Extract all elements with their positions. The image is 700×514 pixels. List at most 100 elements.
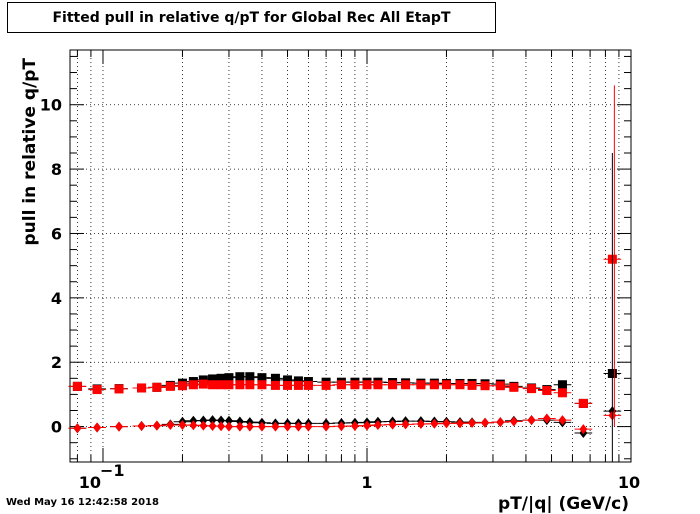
data-point-diamond xyxy=(468,418,477,429)
data-point-diamond xyxy=(189,420,198,431)
data-point-square xyxy=(509,382,519,392)
data-point-diamond xyxy=(73,423,82,434)
data-point-diamond xyxy=(235,421,244,432)
data-point-square xyxy=(224,380,234,390)
data-point-square xyxy=(257,373,267,383)
data-point-diamond xyxy=(430,418,439,429)
y-tick-label: 8 xyxy=(51,160,62,179)
plot-frame xyxy=(69,49,632,463)
y-tick-label: 0 xyxy=(51,418,62,437)
data-point-diamond xyxy=(152,420,161,431)
data-point-square xyxy=(270,373,280,383)
data-point-diamond xyxy=(401,419,410,430)
data-point-square xyxy=(245,380,255,390)
data-point-diamond xyxy=(416,419,425,430)
data-point-square xyxy=(198,379,208,389)
data-point-square xyxy=(235,380,245,390)
data-point-diamond xyxy=(481,417,490,428)
x-tick-label: 10 xyxy=(79,473,101,492)
data-point-square xyxy=(388,380,398,390)
data-point-diamond xyxy=(350,420,359,431)
data-point-square xyxy=(527,384,537,394)
data-point-square xyxy=(441,380,451,390)
data-point-square xyxy=(321,380,331,390)
data-point-square xyxy=(137,383,147,393)
data-point-diamond xyxy=(373,419,382,430)
data-point-diamond xyxy=(442,418,451,429)
data-point-square xyxy=(152,382,162,392)
data-point-square xyxy=(224,373,234,383)
data-point-square xyxy=(303,380,313,390)
y-tick-label: 6 xyxy=(51,224,62,243)
chart-title: Fitted pull in relative q/pT for Global … xyxy=(7,2,496,33)
data-point-square xyxy=(495,381,505,391)
x-tick-label: 10 xyxy=(618,473,640,492)
data-point-diamond xyxy=(271,421,280,432)
data-point-square xyxy=(283,375,293,385)
data-point-square xyxy=(293,380,303,390)
data-point-diamond xyxy=(166,419,175,430)
data-point-diamond xyxy=(199,420,208,431)
data-point-square xyxy=(416,380,426,390)
x-tick-label: 1 xyxy=(361,473,372,492)
data-point-square xyxy=(293,376,303,386)
timestamp: Wed May 16 12:42:58 2018 xyxy=(6,497,159,508)
data-point-diamond xyxy=(224,421,233,432)
data-point-diamond xyxy=(199,415,208,426)
y-axis-label: pull in relative q/pT xyxy=(20,58,40,246)
data-point-square xyxy=(542,386,552,396)
data-point-diamond xyxy=(509,416,518,427)
data-point-square xyxy=(557,380,567,390)
data-point-diamond xyxy=(115,421,124,432)
data-point-square xyxy=(177,381,187,391)
data-point-square xyxy=(165,381,175,391)
data-point-square xyxy=(467,380,477,390)
data-point-diamond xyxy=(93,422,102,433)
data-point-diamond xyxy=(224,415,233,426)
data-point-square xyxy=(72,381,82,391)
y-tick-label: 2 xyxy=(51,353,62,372)
data-point-diamond xyxy=(579,424,588,435)
data-point-square xyxy=(114,384,124,394)
x-tick-label: −1 xyxy=(100,461,125,480)
data-point-square xyxy=(92,385,102,395)
data-point-square xyxy=(557,388,567,398)
grid-lines xyxy=(70,50,631,462)
data-point-diamond xyxy=(322,421,331,432)
data-point-diamond xyxy=(283,421,292,432)
data-point-diamond xyxy=(257,421,266,432)
axis-ticks xyxy=(70,50,631,462)
data-point-square xyxy=(235,372,245,382)
data-point-diamond xyxy=(527,415,536,426)
data-point-square xyxy=(245,372,255,382)
data-point-square xyxy=(578,398,588,408)
data-point-diamond xyxy=(496,417,505,428)
y-tick-label: 4 xyxy=(51,289,62,308)
data-point-square xyxy=(257,380,267,390)
data-point-square xyxy=(208,374,218,384)
data-point-diamond xyxy=(388,419,397,430)
data-point-diamond xyxy=(245,421,254,432)
data-points xyxy=(68,85,622,462)
data-point-diamond xyxy=(542,413,551,424)
data-point-diamond xyxy=(294,421,303,432)
data-point-square xyxy=(188,380,198,390)
data-point-diamond xyxy=(235,416,244,427)
data-point-diamond xyxy=(337,421,346,432)
data-point-square xyxy=(480,381,490,391)
data-point-square xyxy=(350,380,360,390)
data-point-square xyxy=(362,380,372,390)
data-point-diamond xyxy=(178,419,187,430)
data-point-diamond xyxy=(558,415,567,426)
data-point-square xyxy=(216,373,226,383)
data-point-square xyxy=(373,380,383,390)
x-axis-label: pT/|q| (GeV/c) xyxy=(498,494,629,514)
data-point-square xyxy=(429,380,439,390)
data-point-square xyxy=(401,380,411,390)
data-point-square xyxy=(270,380,280,390)
data-point-diamond xyxy=(304,421,313,432)
data-point-diamond xyxy=(137,420,146,431)
y-tick-label: 10 xyxy=(40,96,62,115)
